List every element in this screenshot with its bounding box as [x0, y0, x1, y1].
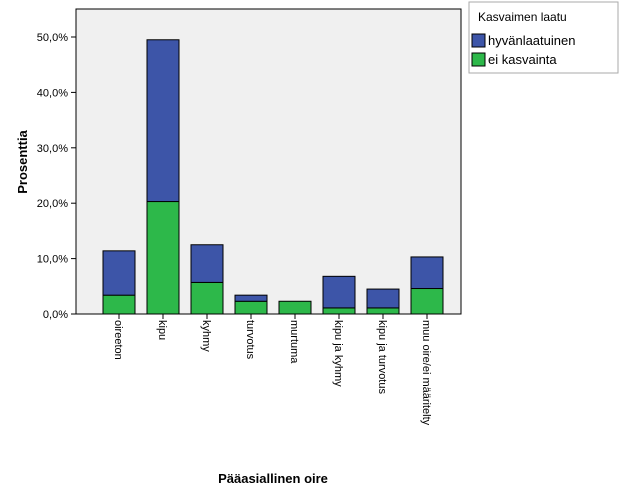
- y-axis-ticks: 0,0% 10,0% 20,0% 30,0% 40,0% 50,0%: [37, 32, 76, 321]
- bar-segment: [410, 256, 444, 290]
- bar-segment: [146, 201, 180, 315]
- bar-segment: [366, 288, 400, 309]
- bar-segment: [234, 294, 268, 302]
- bar-segment: [410, 288, 444, 315]
- x-tick-label: kipu ja turvotus: [376, 320, 388, 394]
- y-tick-label: 30,0%: [37, 143, 68, 155]
- legend-swatch: [471, 33, 486, 48]
- bar-segment: [278, 300, 312, 315]
- x-tick-label: murtuma: [288, 320, 300, 364]
- legend-label: ei kasvainta: [488, 52, 557, 67]
- x-tick-label: oireeton: [112, 320, 124, 360]
- legend-swatch: [471, 52, 486, 67]
- bar-segment: [322, 307, 356, 315]
- y-tick-label: 10,0%: [37, 254, 68, 266]
- y-tick-label: 40,0%: [37, 87, 68, 99]
- bars-group: [102, 39, 444, 315]
- bar-segment: [102, 250, 136, 296]
- legend: Kasvaimen laatu hyvänlaatuinen ei kasvain…: [468, 1, 619, 74]
- bar-segment: [146, 39, 180, 203]
- y-axis-title: Prosenttia: [15, 129, 30, 193]
- bar-segment: [234, 300, 268, 315]
- bar-segment: [322, 275, 356, 309]
- bar-segment: [190, 281, 224, 315]
- legend-box: [468, 1, 619, 74]
- bar-segment: [102, 294, 136, 315]
- bar-segment: [190, 244, 224, 283]
- x-tick-label: turvotus: [244, 320, 256, 360]
- x-tick-label: muu oire/ei määritelty: [420, 320, 432, 426]
- y-tick-label: 0,0%: [43, 309, 68, 321]
- plot-area: [75, 8, 462, 315]
- legend-title: Kasvaimen laatu: [478, 10, 567, 24]
- y-tick-label: 20,0%: [37, 198, 68, 210]
- y-tick-label: 50,0%: [37, 32, 68, 44]
- x-tick-label: kipu: [156, 320, 168, 340]
- x-tick-label: kipu ja kyhmy: [332, 320, 344, 387]
- x-tick-label: kyhmy: [200, 320, 212, 352]
- x-axis-title: Pääasiallinen oire: [218, 471, 328, 486]
- x-axis-ticks: oireeton kipu kyhmy turvotus murtuma kipu ja …: [112, 314, 432, 426]
- bar-segment: [366, 307, 400, 315]
- legend-label: hyvänlaatuinen: [488, 33, 575, 48]
